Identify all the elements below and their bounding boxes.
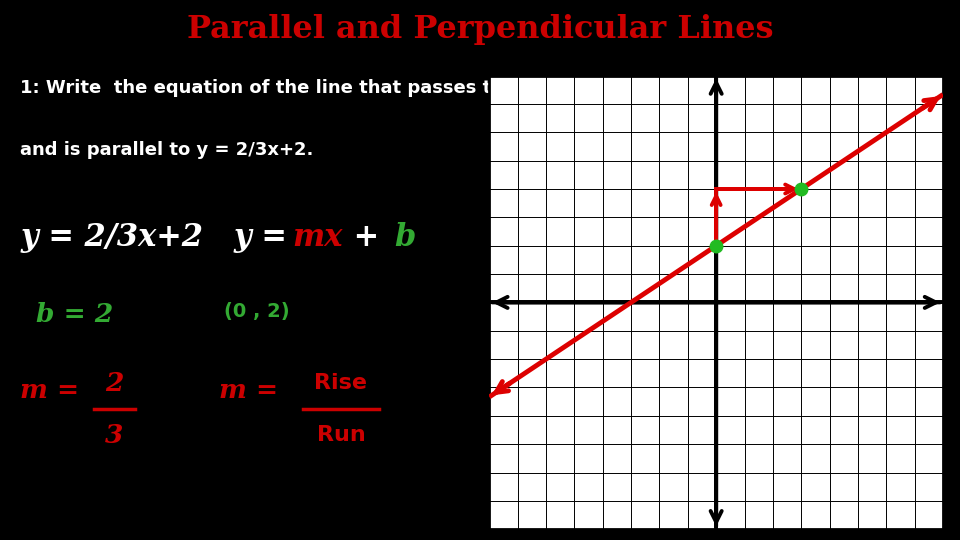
Text: y =: y =: [234, 221, 299, 253]
Text: Parallel and Perpendicular Lines: Parallel and Perpendicular Lines: [186, 14, 774, 45]
Text: b = 2: b = 2: [36, 302, 113, 327]
Text: Run: Run: [317, 426, 365, 446]
Text: 3: 3: [106, 423, 124, 448]
Text: x: x: [948, 282, 960, 302]
Text: 1: Write  the equation of the line that passes through (        3,-6): 1: Write the equation of the line that p…: [20, 79, 676, 97]
Text: 2: 2: [106, 370, 124, 396]
Text: m =: m =: [219, 379, 287, 403]
Text: +: +: [344, 221, 390, 253]
Text: m =: m =: [20, 379, 88, 403]
Text: and is parallel to y = 2/3x+2.: and is parallel to y = 2/3x+2.: [20, 141, 314, 159]
Text: (0 , 2): (0 , 2): [224, 302, 290, 321]
Text: mx: mx: [293, 221, 343, 253]
Text: b: b: [395, 221, 416, 253]
Text: y = 2/3x+2: y = 2/3x+2: [20, 221, 204, 253]
Text: Rise: Rise: [314, 373, 368, 393]
Text: y: y: [719, 50, 732, 70]
